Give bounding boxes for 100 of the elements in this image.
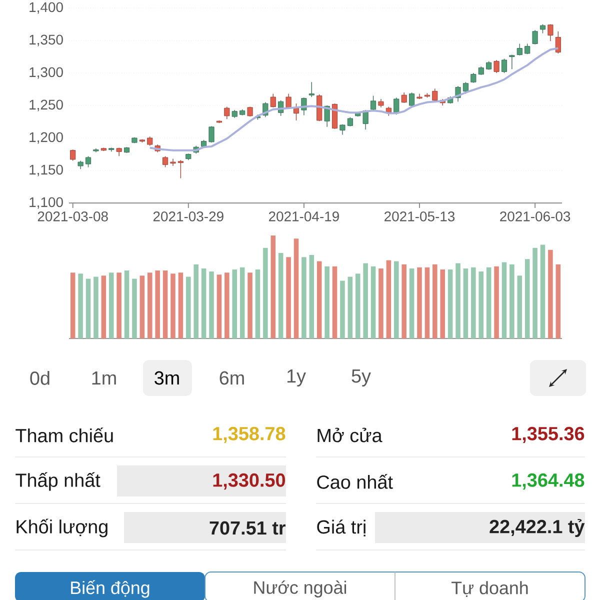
- bar: [440, 269, 445, 338]
- bar: [402, 264, 406, 338]
- bar: [302, 257, 306, 338]
- candlestick: [540, 24, 546, 34]
- bar: [155, 270, 160, 338]
- bar: [502, 262, 507, 338]
- text: Nước ngoài: [254, 580, 346, 598]
- candlestick: [501, 58, 508, 74]
- text: 6m: [220, 371, 244, 385]
- x-tick-label: 2021-06-03: [500, 211, 570, 222]
- bar: [255, 269, 260, 338]
- bar: [348, 276, 353, 338]
- candlestick: [224, 106, 230, 120]
- x-tick-label: 2021-03-29: [153, 211, 224, 222]
- bar: [86, 278, 91, 338]
- candlestick: [516, 43, 522, 56]
- bar: [394, 261, 399, 338]
- bar: [148, 272, 152, 338]
- text: 3m: [154, 371, 179, 385]
- bar: [340, 280, 345, 338]
- text: Tham chiếu: [16, 428, 113, 442]
- bar: [409, 268, 414, 338]
- bar: [417, 267, 422, 338]
- bar: [448, 269, 453, 338]
- text: Biến động: [71, 580, 150, 598]
- candlestick: [178, 160, 184, 179]
- bar: [124, 270, 130, 338]
- y-tick-label: 1,100: [30, 197, 63, 209]
- candlestick: [509, 54, 515, 70]
- bar: [194, 264, 198, 338]
- bar: [532, 248, 538, 338]
- bar: [332, 266, 338, 338]
- y-tick-label: 1,350: [30, 34, 63, 46]
- bar: [510, 264, 514, 338]
- bar: [94, 276, 98, 338]
- bar: [240, 267, 245, 338]
- bar: [294, 238, 299, 338]
- bar: [494, 266, 499, 338]
- candlestick: [208, 126, 214, 143]
- bar: [224, 272, 230, 338]
- x-tick-label: 2021-05-13: [384, 211, 455, 222]
- bar: [471, 267, 476, 338]
- bar: [232, 269, 238, 338]
- bar: [432, 264, 438, 338]
- candlestick: [286, 93, 292, 108]
- candlestick: [370, 95, 376, 110]
- candlestick: [170, 158, 176, 166]
- text: 22,422.1 tỷ: [490, 518, 585, 538]
- bar: [540, 244, 546, 338]
- text: 5y: [352, 370, 371, 386]
- bar: [456, 263, 460, 338]
- candlestick: [432, 88, 438, 102]
- text: Thấp nhất: [16, 472, 100, 491]
- text: Khối lượng: [16, 518, 108, 538]
- text: Cao nhất: [317, 474, 393, 489]
- candlestick: [147, 136, 153, 146]
- candlestick: [308, 82, 314, 98]
- bar: [186, 276, 191, 338]
- bar: [524, 259, 530, 338]
- text: 1,364.48: [512, 473, 584, 490]
- candlestick: [347, 116, 353, 127]
- bar: [424, 267, 430, 338]
- bar: [548, 250, 553, 338]
- bar: [70, 272, 76, 338]
- candlestick: [162, 156, 168, 168]
- candlestick: [401, 92, 407, 104]
- bar: [162, 270, 168, 338]
- bar: [209, 272, 214, 338]
- candlestick: [548, 24, 554, 42]
- text: 707.51 tr: [210, 521, 286, 535]
- candlestick: [532, 30, 538, 45]
- candlestick: [270, 93, 276, 108]
- bar: [170, 274, 176, 338]
- text: 1,358.78: [213, 426, 286, 444]
- bar: [556, 264, 561, 338]
- bar: [201, 268, 206, 338]
- text: 1y: [287, 370, 306, 386]
- text: 1m: [92, 371, 116, 385]
- y-tick-label: 1,150: [30, 164, 63, 176]
- text: 1,330.50: [213, 473, 286, 490]
- bar: [78, 274, 83, 338]
- bar: [140, 276, 145, 338]
- bar: [101, 276, 106, 338]
- text: 0d: [30, 371, 50, 385]
- bar: [478, 272, 484, 338]
- x-tick-label: 2021-03-08: [38, 211, 108, 222]
- bar: [263, 248, 268, 338]
- y-tick-label: 1,200: [30, 132, 63, 144]
- bar: [116, 272, 122, 338]
- bar: [324, 266, 330, 338]
- y-tick-label: 1,250: [30, 100, 63, 112]
- candlestick: [85, 156, 92, 168]
- x-tick-label: 2021-04-19: [268, 211, 339, 222]
- bar: [370, 266, 376, 338]
- bar: [248, 272, 252, 338]
- bar: [286, 257, 291, 338]
- text: Giá trị: [317, 520, 366, 536]
- bar: [316, 261, 322, 338]
- bar: [378, 268, 384, 338]
- bar: [278, 253, 284, 338]
